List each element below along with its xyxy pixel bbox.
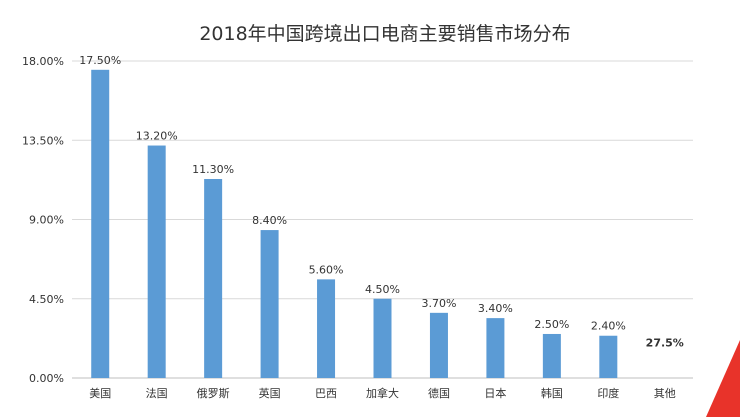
x-category-label: 其他	[654, 387, 676, 400]
y-tick-label: 0.00%	[29, 372, 64, 385]
data-label: 3.70%	[421, 297, 456, 310]
y-tick-label: 4.50%	[29, 293, 64, 306]
x-category-label: 德国	[428, 386, 450, 400]
bars	[91, 69, 618, 379]
bar	[91, 69, 110, 379]
corner-logo-fragment	[706, 340, 740, 417]
x-category-label: 俄罗斯	[197, 387, 230, 400]
bar	[542, 333, 561, 378]
data-label: 3.40%	[478, 302, 513, 315]
x-category-label: 韩国	[541, 386, 563, 400]
x-category-label: 法国	[146, 386, 168, 400]
data-label: 2.40%	[591, 320, 626, 333]
data-label: 27.5%	[646, 336, 684, 349]
data-label: 17.50%	[79, 54, 121, 67]
data-label: 5.60%	[309, 263, 344, 276]
data-label: 2.50%	[534, 318, 569, 331]
data-label: 11.30%	[192, 163, 234, 176]
data-labels: 17.50% 13.20% 11.30% 8.40% 5.60% 4.50% 3.70% 3.…	[79, 54, 684, 349]
x-axis-categories: 美国 法国 俄罗斯 英国 巴西 加拿大 德国 日本 韩国 印度 其他	[89, 386, 676, 400]
x-category-label: 日本	[484, 386, 506, 400]
bar	[260, 230, 279, 378]
bar	[317, 279, 336, 378]
data-label: 13.20%	[136, 130, 178, 143]
data-label: 8.40%	[252, 214, 287, 227]
bar	[204, 178, 223, 378]
bar	[486, 318, 505, 378]
data-label: 4.50%	[365, 283, 400, 296]
y-tick-label: 13.50%	[22, 134, 64, 147]
x-category-label: 巴西	[315, 387, 337, 400]
bar	[429, 312, 448, 378]
chart-title: 2018年中国跨境出口电商主要销售市场分布	[199, 23, 570, 45]
y-axis-ticks: 0.00% 4.50% 9.00% 13.50% 18.00%	[22, 55, 64, 385]
x-category-label: 印度	[597, 386, 619, 400]
y-tick-label: 9.00%	[29, 214, 64, 227]
bar	[147, 145, 166, 378]
grid-lines	[72, 60, 693, 379]
x-category-label: 加拿大	[366, 386, 399, 400]
x-category-label: 美国	[89, 387, 111, 400]
bar	[599, 335, 618, 378]
bar	[373, 298, 392, 378]
x-category-label: 英国	[259, 386, 281, 400]
y-tick-label: 18.00%	[22, 55, 64, 68]
